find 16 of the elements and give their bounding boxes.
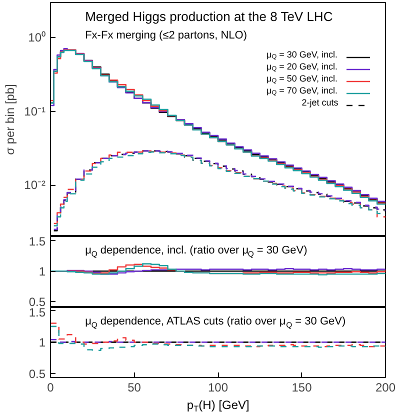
y-tick-label: 1.5 — [28, 234, 46, 248]
y-tick-label: 0.5 — [28, 367, 46, 382]
x-tick-label: 200 — [375, 380, 396, 394]
y-tick-label: 1 — [38, 336, 46, 350]
y-axis-title: σ per bin [pb] — [3, 84, 18, 155]
x-tick-label: 150 — [292, 380, 312, 394]
text: Fx-Fx merging (≤2 partons, NLO) — [85, 30, 248, 42]
x-tick-label: 0 — [47, 380, 54, 394]
x-tick-label: 100 — [208, 380, 228, 394]
y-tick-label: 1 — [38, 264, 46, 279]
y-tick-label: 10⁰ — [28, 30, 46, 45]
y-tick-label: 10⁻² — [24, 178, 46, 192]
y-tick-label: 10⁻¹ — [24, 104, 46, 118]
text: Merged Higgs production at the 8 TeV LHC — [85, 9, 333, 24]
legend-label: 2-jet cuts — [302, 98, 339, 108]
x-tick-label: 50 — [128, 380, 142, 394]
